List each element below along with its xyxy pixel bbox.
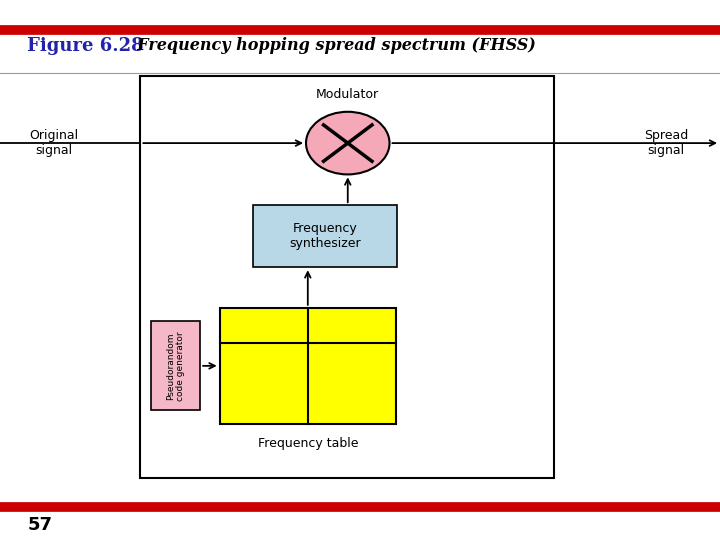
Bar xyxy=(151,321,200,410)
Text: Frequency hopping spread spectrum (FHSS): Frequency hopping spread spectrum (FHSS) xyxy=(126,37,536,55)
Text: Spread
signal: Spread signal xyxy=(644,129,688,157)
Text: Original
signal: Original signal xyxy=(30,129,78,157)
Text: Frequency
synthesizer: Frequency synthesizer xyxy=(289,222,361,250)
Bar xyxy=(253,205,397,267)
Text: Frequency table: Frequency table xyxy=(258,437,358,450)
Text: Pseudorandom
code generator: Pseudorandom code generator xyxy=(166,331,185,401)
Text: 57: 57 xyxy=(27,516,53,534)
Text: Figure 6.28: Figure 6.28 xyxy=(27,37,144,55)
Text: Modulator: Modulator xyxy=(316,88,379,101)
Bar xyxy=(220,308,396,424)
Bar xyxy=(140,76,554,478)
Circle shape xyxy=(306,112,390,174)
